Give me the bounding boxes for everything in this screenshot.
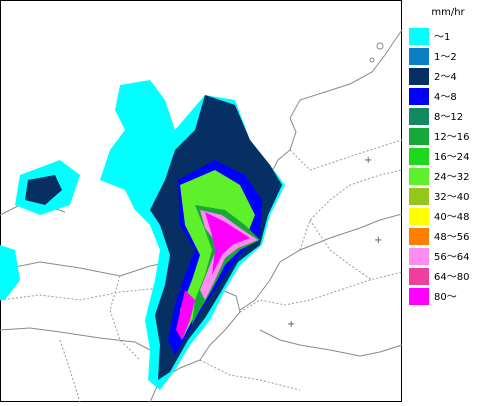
legend-label: 1～2 — [434, 52, 457, 63]
prefecture-boundary — [0, 139, 403, 403]
legend-label: 32～40 — [434, 192, 469, 203]
legend-swatch — [409, 208, 429, 225]
legend-swatch — [409, 28, 429, 45]
legend-label: 2～4 — [434, 72, 457, 83]
legend: mm/hr ～1 1～2 2～4 4～8 8～12 12～16 16～24 24～32 32～4… — [409, 7, 469, 305]
legend-unit: mm/hr — [431, 7, 465, 18]
map: + + + — [0, 0, 403, 403]
radar-echo — [0, 80, 285, 390]
legend-swatch — [409, 88, 429, 105]
marker: + — [374, 235, 382, 246]
legend-label: 24～32 — [434, 172, 469, 183]
legend-label: ～1 — [434, 32, 450, 43]
legend-swatch — [409, 108, 429, 125]
legend-swatch — [409, 228, 429, 245]
legend-swatch — [409, 188, 429, 205]
legend-label: 12～16 — [434, 132, 469, 143]
legend-swatch — [409, 148, 429, 165]
marker: + — [287, 319, 295, 330]
marker: + — [364, 155, 372, 166]
legend-swatch — [409, 168, 429, 185]
legend-label: 64～80 — [434, 272, 469, 283]
legend-label: 80～ — [434, 292, 457, 303]
legend-swatch — [409, 248, 429, 265]
legend-label: 8～12 — [434, 112, 463, 123]
legend-label: 40～48 — [434, 212, 469, 223]
legend-swatch — [409, 48, 429, 65]
legend-label: 16～24 — [434, 152, 469, 163]
legend-label: 48～56 — [434, 232, 469, 243]
legend-swatch — [409, 288, 429, 305]
legend-swatch — [409, 268, 429, 285]
city-marker: + + + — [287, 155, 382, 330]
legend-label: 56～64 — [434, 252, 469, 263]
legend-swatch — [409, 128, 429, 145]
legend-label: 4～8 — [434, 92, 457, 103]
legend-swatch — [409, 68, 429, 85]
